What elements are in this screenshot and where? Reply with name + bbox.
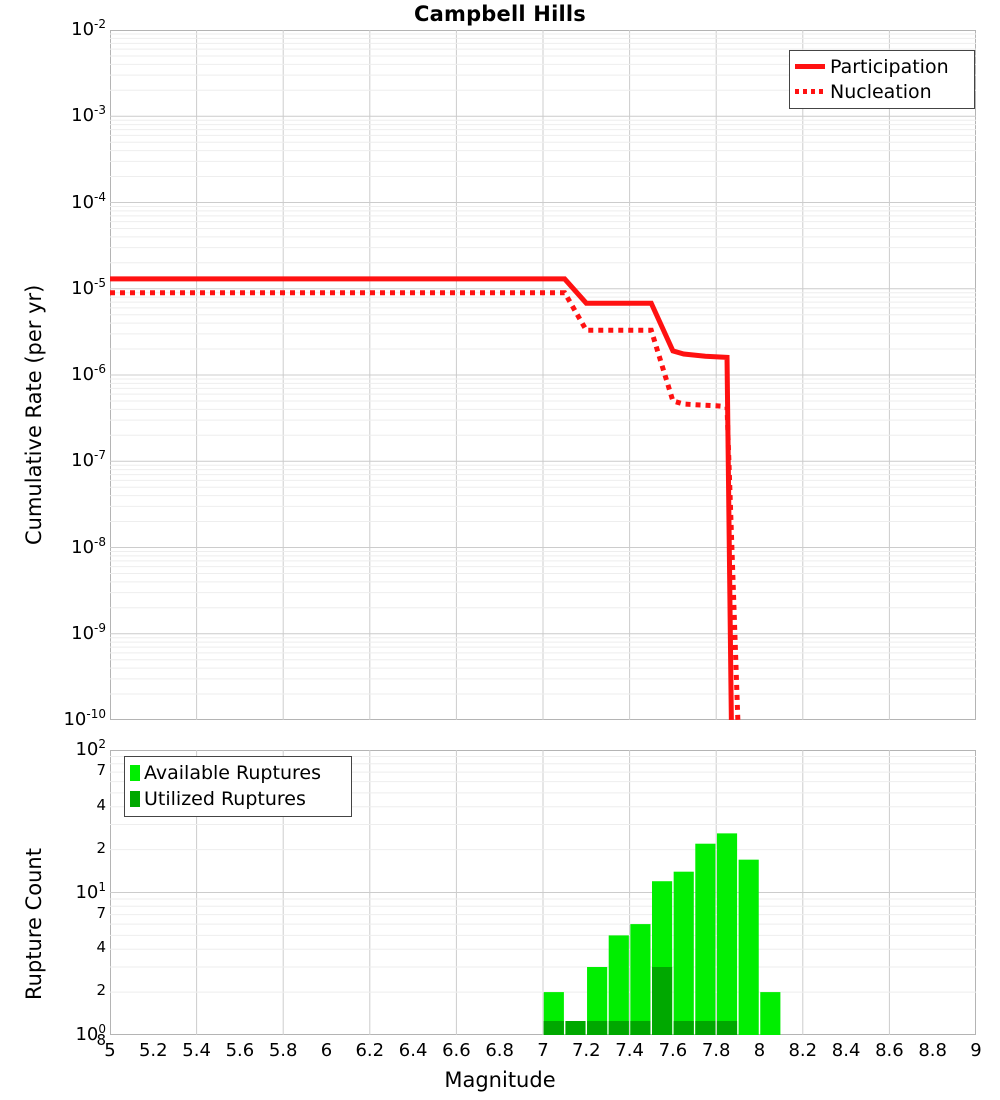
bar-utilized <box>673 1021 694 1035</box>
x-tick: 7.6 <box>658 1040 688 1061</box>
x-tick: 5.4 <box>182 1040 211 1061</box>
top-y-tick: 10-3 <box>71 103 106 127</box>
bar-available <box>587 967 608 1035</box>
bottom-y-minor-tick: 7 <box>96 761 106 780</box>
bottom-y-axis-label: Rupture Count <box>22 848 46 1000</box>
x-tick: 5.6 <box>225 1040 255 1061</box>
curve-legend: Participation Nucleation <box>789 50 975 109</box>
bar-available <box>760 992 781 1035</box>
bottom-y-minor-tick: 4 <box>96 795 106 814</box>
bar-utilized <box>695 1021 716 1035</box>
color-swatch-icon <box>130 765 140 781</box>
curve-participation <box>110 276 734 721</box>
x-tick: 8.8 <box>918 1040 947 1061</box>
legend-item-nucleation: Nucleation <box>795 79 968 104</box>
x-tick: 7.2 <box>571 1040 601 1061</box>
x-tick: 5.2 <box>138 1040 168 1061</box>
legend-item-participation: Participation <box>795 54 968 79</box>
x-tick: 6.6 <box>442 1040 471 1061</box>
x-tick: 6.4 <box>398 1040 428 1061</box>
page-title: Campbell Hills <box>414 2 586 26</box>
legend-label: Nucleation <box>830 80 932 103</box>
bottom-y-minor-tick: 4 <box>96 938 106 957</box>
dotted-line-icon <box>795 89 825 94</box>
bottom-y-minor-tick: 7 <box>96 903 106 922</box>
x-tick: 7.4 <box>615 1040 644 1061</box>
bottom-y-tick: 101 <box>75 879 106 903</box>
bar-utilized <box>543 1021 564 1035</box>
bottom-y-minor-tick: 8 <box>96 1031 106 1049</box>
bar-available <box>630 924 651 1035</box>
x-tick: 8.2 <box>788 1040 818 1061</box>
legend-item-available: Available Ruptures <box>130 760 345 786</box>
histogram-legend: Available Ruptures Utilized Ruptures <box>124 756 352 817</box>
x-tick: 6.2 <box>355 1040 385 1061</box>
x-tick: 6.8 <box>485 1040 514 1061</box>
solid-line-icon <box>795 64 825 69</box>
x-tick: 6 <box>320 1040 333 1061</box>
legend-label: Participation <box>830 55 949 78</box>
bar-available <box>673 871 694 1035</box>
x-tick: 8.6 <box>875 1040 904 1061</box>
bar-utilized <box>608 1021 629 1035</box>
legend-item-utilized: Utilized Ruptures <box>130 786 345 812</box>
legend-label: Available Ruptures <box>144 762 321 784</box>
bottom-y-minor-tick: 2 <box>96 981 106 1000</box>
bar-utilized <box>565 1021 586 1035</box>
bar-available <box>608 935 629 1035</box>
top-y-tick: 10-7 <box>71 448 106 472</box>
bar-utilized <box>630 1021 651 1035</box>
bar-utilized <box>716 1021 738 1035</box>
bar-available <box>738 859 759 1035</box>
x-tick: 8.4 <box>831 1040 861 1061</box>
x-tick: 5 <box>104 1040 116 1061</box>
top-y-tick: 10-8 <box>71 534 106 558</box>
top-y-tick: 10-9 <box>71 620 106 644</box>
top-y-tick: 10-2 <box>71 17 106 40</box>
bar-utilized <box>652 967 673 1035</box>
bar-available <box>716 833 738 1035</box>
bottom-y-tick: 100 <box>75 1022 106 1045</box>
bar-available <box>695 843 716 1035</box>
x-tick: 7.8 <box>701 1040 731 1061</box>
x-tick: 5.8 <box>268 1040 298 1061</box>
bottom-y-minor-tick: 2 <box>96 838 106 857</box>
x-tick: 7 <box>537 1040 549 1061</box>
top-y-tick: 10-10 <box>63 707 106 730</box>
x-axis-label: Magnitude <box>444 1068 556 1092</box>
bar-utilized <box>587 1021 608 1035</box>
x-tick: 9 <box>970 1040 982 1061</box>
x-tick: 8 <box>753 1040 766 1061</box>
legend-label: Utilized Ruptures <box>144 788 306 810</box>
top-y-tick: 10-4 <box>71 189 106 213</box>
color-swatch-icon <box>130 791 140 807</box>
top-y-tick: 10-5 <box>71 275 106 299</box>
top-y-tick: 10-6 <box>71 362 106 385</box>
bottom-y-tick: 102 <box>75 737 106 760</box>
